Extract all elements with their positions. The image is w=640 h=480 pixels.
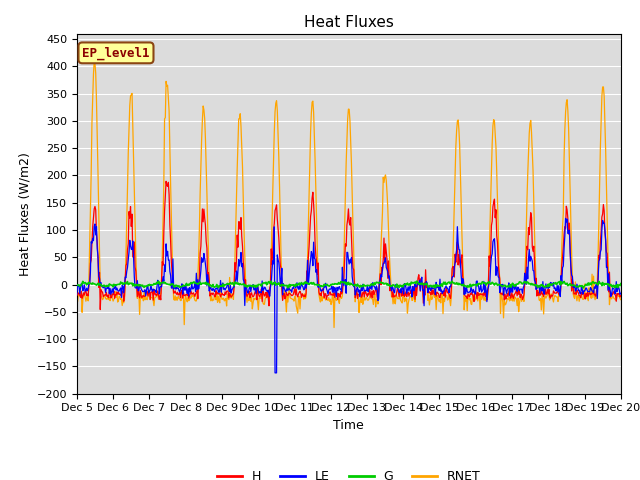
RNET (140, 298, 147, 304)
RNET (433, 307, 440, 312)
RNET (83, 295, 90, 301)
Y-axis label: Heat Fluxes (W/m2): Heat Fluxes (W/m2) (18, 152, 31, 276)
LE (83, 285, 90, 291)
H (433, 293, 440, 299)
LE (431, 291, 439, 297)
RNET (195, 255, 202, 261)
LE (416, 277, 424, 283)
G (194, 281, 202, 287)
LE (562, 216, 570, 221)
RNET (223, 291, 231, 297)
Legend: H, LE, G, RNET: H, LE, G, RNET (212, 465, 486, 480)
H (83, 293, 90, 299)
Line: H: H (77, 181, 621, 310)
LE (73, 291, 81, 297)
G (617, 281, 625, 287)
Text: EP_level1: EP_level1 (82, 46, 150, 60)
H (617, 293, 625, 299)
G (139, 282, 147, 288)
G (579, 285, 587, 291)
RNET (617, 297, 625, 302)
G (431, 285, 438, 290)
H (417, 288, 424, 294)
LE (271, 370, 279, 376)
RNET (330, 324, 338, 330)
H (224, 288, 232, 294)
X-axis label: Time: Time (333, 419, 364, 432)
H (196, 275, 204, 280)
RNET (73, 295, 81, 300)
LE (617, 290, 625, 296)
G (73, 283, 81, 288)
LE (223, 285, 230, 290)
Line: LE: LE (77, 218, 621, 373)
LE (139, 289, 147, 295)
Line: G: G (77, 281, 621, 288)
G (83, 282, 90, 288)
LE (194, 277, 202, 283)
G (223, 282, 230, 288)
G (415, 281, 422, 287)
Line: RNET: RNET (77, 61, 621, 327)
RNET (417, 282, 424, 288)
RNET (90, 58, 98, 64)
G (448, 278, 456, 284)
H (162, 179, 170, 184)
H (73, 290, 81, 296)
H (140, 293, 147, 299)
Title: Heat Fluxes: Heat Fluxes (304, 15, 394, 30)
H (97, 307, 104, 312)
